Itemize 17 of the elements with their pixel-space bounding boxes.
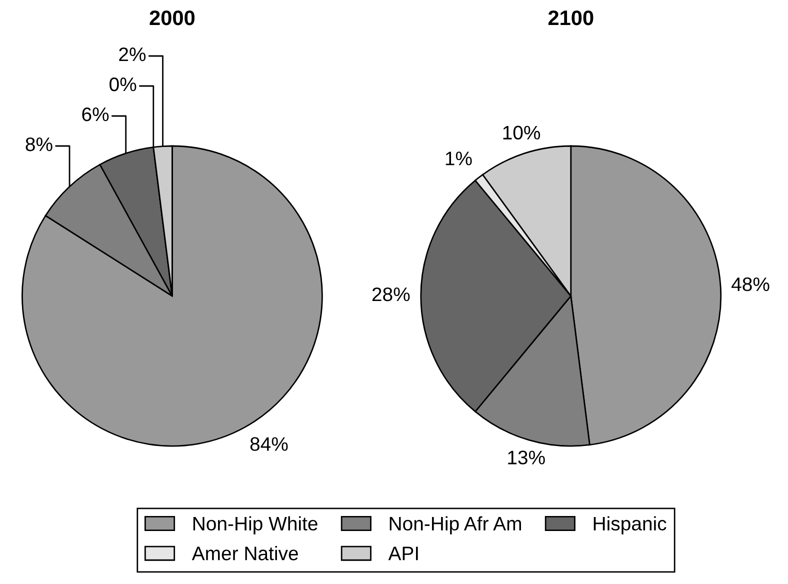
data-label: 8%: [26, 137, 52, 152]
text: 0%: [110, 77, 136, 92]
data-label: 1%: [446, 152, 472, 166]
chart-title: 2100: [548, 10, 594, 26]
data-label: 28%: [372, 287, 410, 302]
legend-label: Non-Hip Afr Am: [390, 516, 521, 534]
data-label: 13%: [508, 450, 545, 464]
legend-label: Amer Native: [192, 546, 298, 560]
chart-title: 2000: [150, 10, 195, 26]
legend-label: Non-Hip White: [193, 516, 318, 534]
legend-label: Hispanic: [594, 516, 666, 534]
legend-label: API: [388, 546, 418, 560]
data-label: 2%: [119, 47, 146, 62]
data-label: 84%: [250, 437, 288, 451]
data-label: 48%: [732, 277, 770, 292]
data-label: 6%: [82, 107, 109, 122]
data-label: 10%: [503, 126, 540, 140]
